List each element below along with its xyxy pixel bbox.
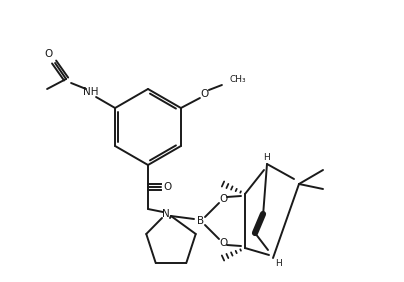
Text: O: O [201,89,209,99]
Text: O: O [163,182,171,192]
Text: NH: NH [83,87,99,97]
Text: N: N [162,209,170,219]
Text: O: O [219,238,227,248]
Text: H: H [275,259,281,268]
Text: O: O [219,194,227,204]
Text: H: H [264,153,270,162]
Text: CH₃: CH₃ [230,76,246,85]
Text: B: B [198,216,204,226]
Text: O: O [44,49,52,59]
